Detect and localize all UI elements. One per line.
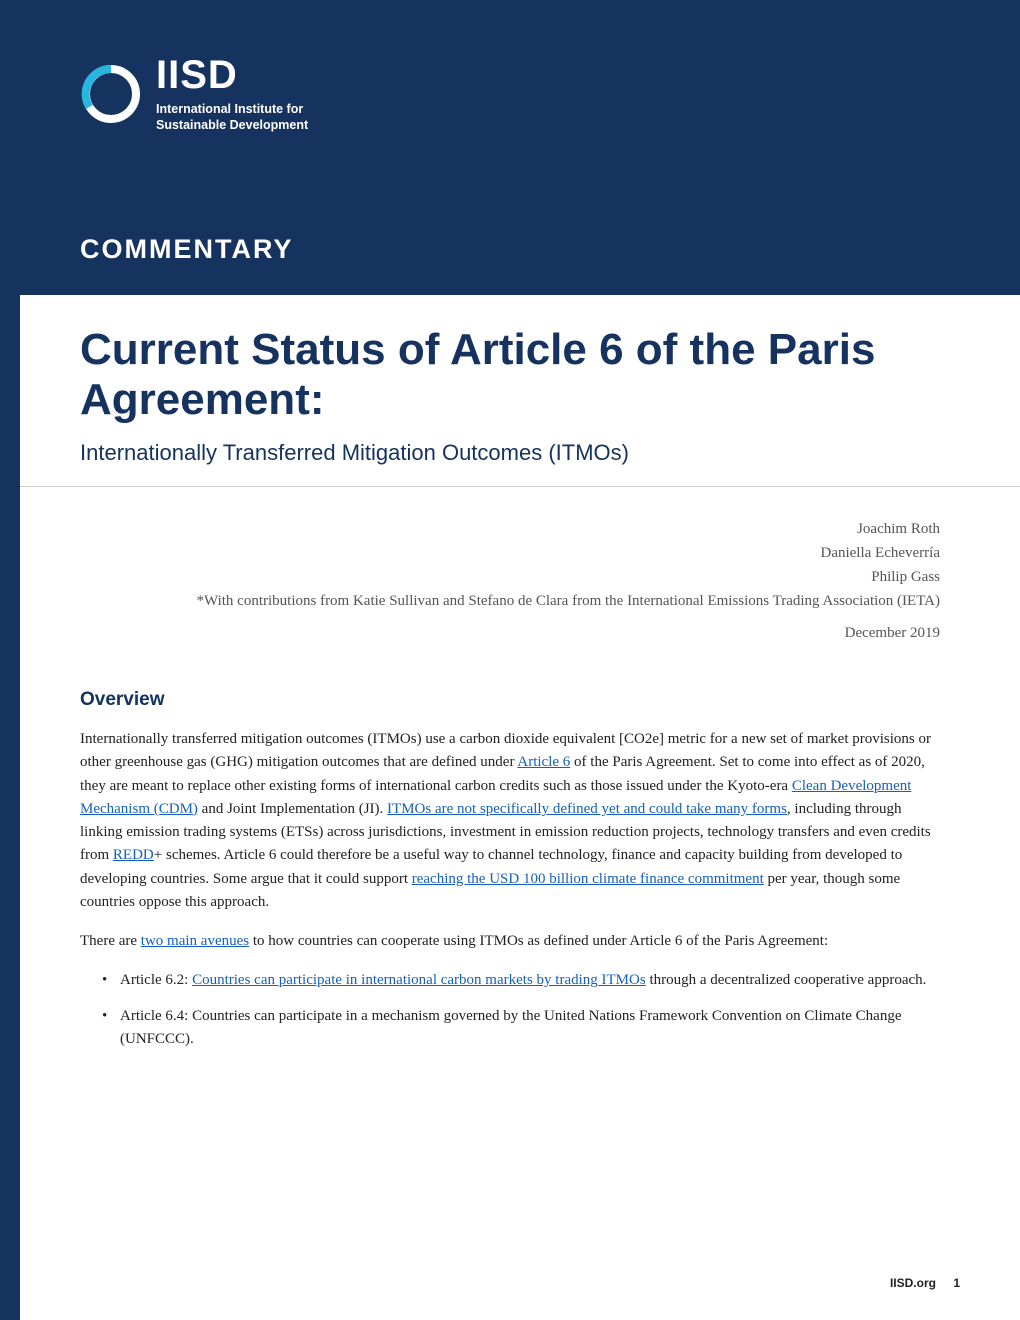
overview-paragraph-1: Internationally transferred mitigation o… bbox=[80, 728, 940, 914]
footer-site: IISD.org bbox=[890, 1276, 936, 1290]
author-2: Daniella Echeverría bbox=[80, 541, 940, 565]
footer-page-number: 1 bbox=[953, 1276, 960, 1290]
link-article-6[interactable]: Article 6 bbox=[517, 754, 570, 770]
overview-paragraph-2: There are two main avenues to how countr… bbox=[80, 930, 940, 953]
subtitle: Internationally Transferred Mitigation O… bbox=[80, 440, 960, 466]
document-type-label: COMMENTARY bbox=[80, 234, 940, 265]
bullet-article-6-4: Article 6.4: Countries can participate i… bbox=[120, 1005, 940, 1052]
logo-text: IISD International Institute for Sustain… bbox=[156, 55, 308, 134]
logo-acronym: IISD bbox=[156, 55, 308, 95]
contributions-note: *With contributions from Katie Sullivan … bbox=[80, 589, 940, 613]
overview-bullet-list: Article 6.2: Countries can participate i… bbox=[80, 969, 940, 1051]
link-trading-itmos[interactable]: Countries can participate in internation… bbox=[192, 972, 646, 988]
section-heading-overview: Overview bbox=[80, 685, 940, 714]
body-content: Overview Internationally transferred mit… bbox=[0, 665, 1020, 1051]
author-3: Philip Gass bbox=[80, 565, 940, 589]
main-title: Current Status of Article 6 of the Paris… bbox=[80, 325, 960, 426]
page-footer: IISD.org 1 bbox=[890, 1276, 960, 1290]
iisd-ring-icon bbox=[80, 63, 142, 125]
publication-date: December 2019 bbox=[80, 621, 940, 645]
authors-block: Joachim Roth Daniella Echeverría Philip … bbox=[0, 487, 1020, 665]
link-itmos-forms[interactable]: ITMOs are not specifically defined yet a… bbox=[387, 801, 787, 817]
author-1: Joachim Roth bbox=[80, 517, 940, 541]
logo-block: IISD International Institute for Sustain… bbox=[80, 55, 940, 134]
link-redd[interactable]: REDD bbox=[113, 847, 154, 863]
bullet-article-6-2: Article 6.2: Countries can participate i… bbox=[120, 969, 940, 992]
header-band: IISD International Institute for Sustain… bbox=[0, 0, 1020, 295]
logo-tagline: International Institute for Sustainable … bbox=[156, 101, 308, 134]
link-usd-100b[interactable]: reaching the USD 100 billion climate fin… bbox=[412, 871, 764, 887]
link-two-avenues[interactable]: two main avenues bbox=[141, 933, 249, 949]
title-block: Current Status of Article 6 of the Paris… bbox=[20, 295, 1020, 486]
